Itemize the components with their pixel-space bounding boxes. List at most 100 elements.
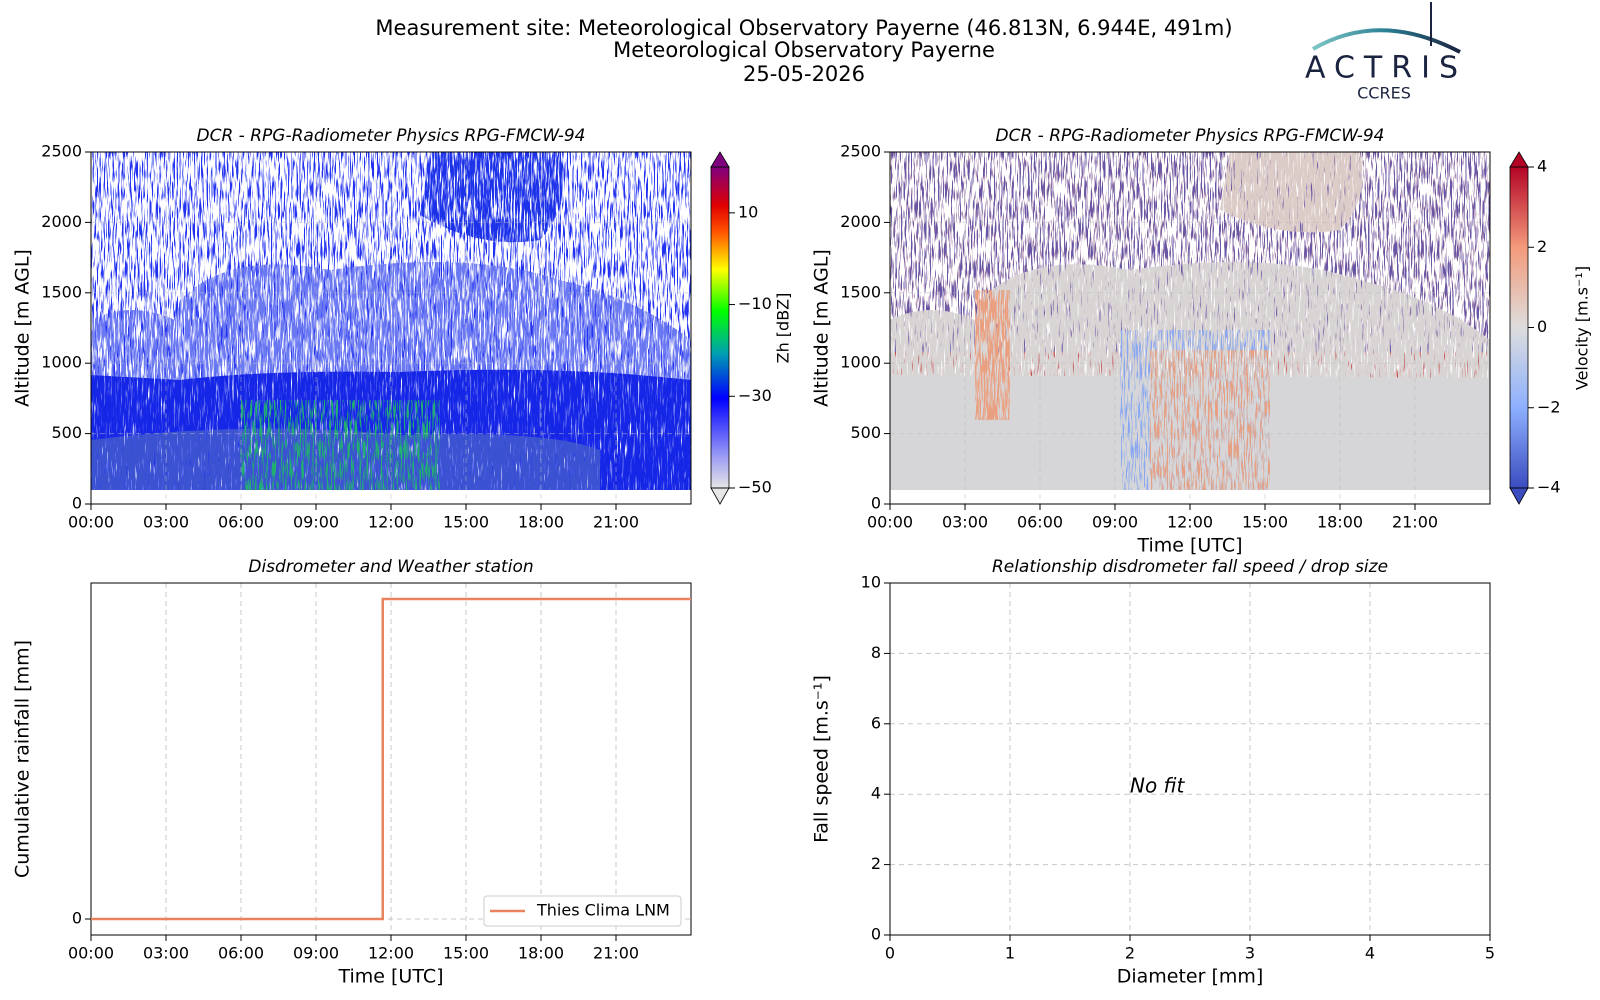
x-tick-label: 18:00 bbox=[1317, 513, 1363, 532]
x-tick-label: 06:00 bbox=[1017, 513, 1063, 532]
y-axis-label: Altitude [m AGL] bbox=[12, 249, 34, 407]
x-tick-label: 12:00 bbox=[1167, 513, 1213, 532]
axes-title: DCR - RPG-Radiometer Physics RPG-FMCW-94 bbox=[197, 126, 586, 146]
figure-subtitle: Meteorological Observatory Payerne bbox=[613, 38, 995, 62]
logo: ACTRIS CCRES bbox=[1305, 2, 1467, 103]
y-axis-label: Cumulative rainfall [mm] bbox=[12, 640, 34, 878]
colorbar-tick-label: −10 bbox=[738, 294, 772, 313]
x-tick-label: 3 bbox=[1245, 944, 1255, 963]
y-axis-label: Fall speed [m.s⁻¹] bbox=[811, 675, 833, 843]
x-tick-label: 09:00 bbox=[1092, 513, 1138, 532]
colorbar bbox=[1510, 167, 1528, 488]
x-tick-label: 00:00 bbox=[867, 513, 913, 532]
y-tick-label: 1500 bbox=[41, 282, 82, 301]
vel-updraft-low bbox=[1150, 350, 1270, 490]
colorbar-label: Zh [dBZ] bbox=[774, 293, 793, 364]
x-axis-label: Time [UTC] bbox=[1136, 535, 1242, 557]
colorbar-extend-top bbox=[710, 151, 730, 168]
x-tick-label: 18:00 bbox=[518, 944, 564, 963]
x-tick-label: 21:00 bbox=[1392, 513, 1438, 532]
x-tick-label: 03:00 bbox=[942, 513, 988, 532]
colorbar-tick-label: −50 bbox=[738, 478, 772, 497]
y-tick-label: 10 bbox=[861, 573, 881, 592]
echo-upper bbox=[420, 152, 565, 243]
x-tick-label: 15:00 bbox=[1242, 513, 1288, 532]
colorbar bbox=[711, 167, 729, 488]
reflectivity-image bbox=[91, 152, 691, 490]
colorbar-tick-label: −2 bbox=[1537, 397, 1561, 416]
legend-label: Thies Clima LNM bbox=[536, 901, 670, 920]
y-tick-label: 2000 bbox=[41, 212, 82, 231]
x-tick-label: 00:00 bbox=[68, 513, 114, 532]
series-line bbox=[91, 597, 691, 921]
x-axis-label: Diameter [mm] bbox=[1117, 966, 1264, 988]
y-tick-label: 4 bbox=[871, 784, 881, 803]
x-tick-label: 09:00 bbox=[293, 944, 339, 963]
echo-strong bbox=[240, 400, 440, 490]
y-tick-label: 8 bbox=[871, 643, 881, 662]
figure-title: Measurement site: Meteorological Observa… bbox=[375, 16, 1232, 40]
colorbar-tick-label: −30 bbox=[738, 386, 772, 405]
x-tick-label: 5 bbox=[1485, 944, 1495, 963]
x-tick-label: 06:00 bbox=[218, 513, 264, 532]
x-tick-label: 4 bbox=[1365, 944, 1375, 963]
x-tick-label: 06:00 bbox=[218, 944, 264, 963]
y-tick-label: 2 bbox=[871, 854, 881, 873]
colorbar-tick-label: −4 bbox=[1537, 478, 1561, 497]
y-tick-label: 1000 bbox=[840, 353, 881, 372]
x-tick-label: 03:00 bbox=[143, 944, 189, 963]
annotation: No fit bbox=[1130, 774, 1185, 798]
x-tick-label: 00:00 bbox=[68, 944, 114, 963]
colorbar-frame bbox=[710, 166, 730, 489]
figure-date: 25-05-2026 bbox=[743, 62, 865, 86]
vel-upper bbox=[1220, 152, 1363, 233]
axes-frame bbox=[889, 582, 1491, 936]
colorbar-extend-bottom bbox=[710, 487, 730, 505]
y-tick-label: 2500 bbox=[41, 142, 82, 161]
x-tick-label: 15:00 bbox=[443, 944, 489, 963]
y-tick-label: 1000 bbox=[41, 353, 82, 372]
logo-subname: CCRES bbox=[1357, 84, 1411, 103]
colorbar-label: Velocity [m.s⁻¹] bbox=[1573, 266, 1592, 390]
y-tick-label: 0 bbox=[871, 494, 881, 513]
axes-frame bbox=[889, 151, 1491, 505]
axes-title: Disdrometer and Weather station bbox=[248, 557, 533, 577]
x-axis-label: Time [UTC] bbox=[337, 966, 443, 988]
x-tick-label: 03:00 bbox=[143, 513, 189, 532]
y-tick-label: 2500 bbox=[840, 142, 881, 161]
colorbar-tick-label: 0 bbox=[1537, 317, 1547, 336]
legend-box bbox=[483, 895, 682, 927]
y-axis-label: Altitude [m AGL] bbox=[811, 249, 833, 407]
axes-title: DCR - RPG-Radiometer Physics RPG-FMCW-94 bbox=[996, 126, 1385, 146]
logo-name: ACTRIS bbox=[1305, 51, 1467, 86]
axes-frame bbox=[90, 151, 692, 505]
y-tick-label: 500 bbox=[850, 423, 881, 442]
y-tick-label: 2000 bbox=[840, 212, 881, 231]
x-tick-label: 12:00 bbox=[368, 944, 414, 963]
vel-updraft bbox=[975, 290, 1010, 420]
colorbar-tick-label: 4 bbox=[1537, 157, 1547, 176]
x-tick-label: 21:00 bbox=[593, 944, 639, 963]
logo-arc bbox=[1311, 28, 1461, 54]
y-tick-label: 0 bbox=[72, 909, 82, 928]
x-tick-label: 0 bbox=[885, 944, 895, 963]
colorbar-extend-bottom bbox=[1509, 487, 1529, 505]
axes-title: Relationship disdrometer fall speed / dr… bbox=[992, 557, 1388, 577]
x-tick-label: 1 bbox=[1005, 944, 1015, 963]
colorbar-tick-label: 10 bbox=[738, 202, 758, 221]
y-tick-label: 500 bbox=[51, 423, 82, 442]
y-tick-label: 6 bbox=[871, 713, 881, 732]
colorbar-tick-label: 2 bbox=[1537, 237, 1547, 256]
x-tick-label: 12:00 bbox=[368, 513, 414, 532]
x-tick-label: 15:00 bbox=[443, 513, 489, 532]
colorbar-extend-top bbox=[1509, 151, 1529, 168]
y-tick-label: 0 bbox=[72, 494, 82, 513]
x-tick-label: 2 bbox=[1125, 944, 1135, 963]
x-tick-label: 09:00 bbox=[293, 513, 339, 532]
x-tick-label: 18:00 bbox=[518, 513, 564, 532]
axes-frame bbox=[90, 582, 692, 936]
y-tick-label: 1500 bbox=[840, 282, 881, 301]
y-tick-label: 0 bbox=[871, 925, 881, 944]
velocity-image bbox=[890, 152, 1490, 490]
